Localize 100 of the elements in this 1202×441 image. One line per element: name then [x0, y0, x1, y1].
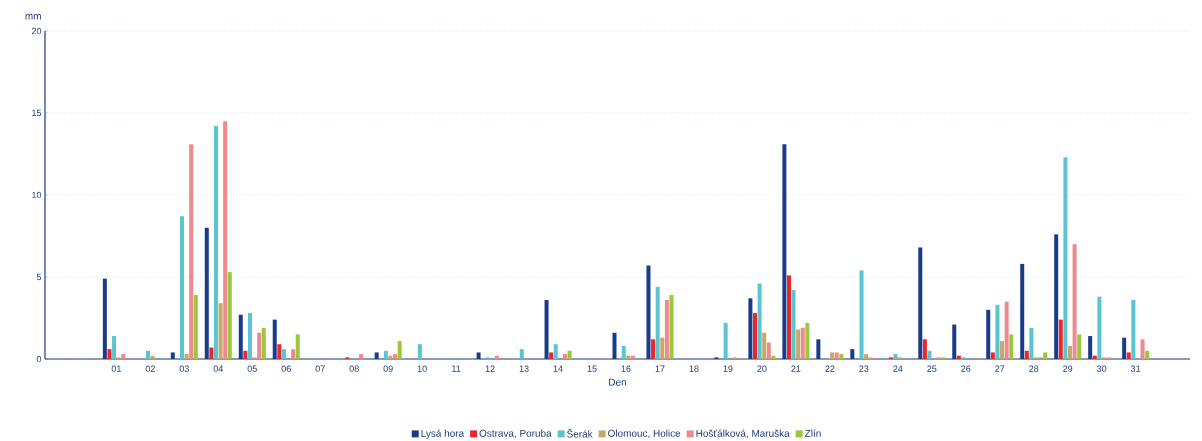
bar	[150, 355, 155, 359]
bar	[553, 344, 558, 359]
bar	[1092, 355, 1097, 359]
x-tick-label: 01	[111, 365, 121, 372]
bar	[922, 339, 927, 359]
bar	[800, 327, 805, 359]
x-tick-label: 27	[995, 365, 1005, 372]
bar	[660, 337, 665, 359]
bar	[544, 299, 549, 359]
bar	[859, 270, 864, 359]
bar	[816, 339, 821, 359]
bar	[1054, 234, 1059, 359]
bar	[519, 349, 524, 359]
y-tick-label: 0	[36, 355, 42, 363]
bar	[796, 329, 801, 359]
bar	[243, 350, 248, 359]
bar	[995, 304, 1000, 359]
x-tick-label: 03	[179, 365, 189, 372]
x-tick-label: 26	[961, 365, 971, 372]
bar	[927, 350, 932, 359]
bar	[170, 352, 175, 359]
bar	[218, 303, 223, 359]
bar	[1077, 334, 1082, 359]
x-tick-label: 15	[587, 365, 597, 372]
x-tick-label: 13	[519, 365, 529, 372]
bar	[223, 121, 228, 359]
bar	[782, 144, 787, 359]
bar	[1029, 327, 1034, 359]
bar	[209, 347, 214, 359]
bar	[383, 350, 388, 359]
bar	[918, 247, 923, 359]
bar	[567, 350, 572, 359]
bar	[238, 314, 243, 359]
x-tick-label: 18	[689, 365, 699, 372]
bar	[893, 354, 898, 359]
bar	[189, 144, 194, 359]
x-tick-label: 30	[1097, 365, 1107, 372]
bar	[247, 313, 252, 359]
bar	[1024, 350, 1029, 359]
y-axis-title: mm	[25, 14, 41, 20]
bar	[664, 299, 669, 359]
bar	[1067, 345, 1072, 359]
x-tick-label: 29	[1063, 365, 1073, 372]
bar	[193, 295, 198, 359]
bar	[621, 345, 626, 359]
bar	[952, 324, 957, 359]
bar	[291, 349, 296, 359]
bar	[112, 336, 117, 359]
bar	[180, 216, 184, 359]
bar	[204, 227, 209, 359]
bar	[1072, 244, 1077, 359]
bar	[1097, 296, 1102, 359]
legend-label: Olomouc, Holice	[608, 429, 681, 439]
bar	[655, 286, 660, 359]
x-tick-label: 25	[927, 365, 937, 372]
bar	[1043, 352, 1048, 359]
bar	[786, 275, 791, 359]
x-tick-label: 16	[621, 365, 631, 372]
bar	[227, 272, 232, 359]
x-tick-label: 06	[281, 365, 291, 372]
bar	[374, 352, 379, 359]
bar	[986, 309, 991, 359]
bar	[1131, 299, 1136, 359]
bar	[1009, 334, 1014, 359]
y-tick-label: 10	[32, 191, 42, 199]
x-tick-label: 05	[247, 365, 257, 372]
bar	[549, 352, 554, 359]
bar	[562, 354, 567, 359]
x-tick-label: 22	[825, 365, 835, 372]
bar	[359, 354, 364, 359]
bar	[805, 322, 810, 359]
x-axis-title: Den	[609, 378, 626, 386]
bar	[630, 355, 635, 359]
bar	[612, 332, 617, 359]
x-tick-label: 31	[1131, 365, 1141, 372]
x-tick-label: 08	[349, 365, 359, 372]
legend-label: Zlín	[804, 429, 821, 437]
bar	[646, 265, 651, 359]
bar	[1140, 339, 1145, 359]
bar	[1004, 301, 1009, 359]
y-tick-label: 20	[31, 27, 42, 35]
bar	[830, 352, 835, 359]
bar	[1020, 263, 1025, 359]
bar	[388, 355, 393, 359]
bar	[417, 344, 422, 359]
x-tick-label: 19	[723, 365, 733, 372]
bar	[748, 298, 753, 359]
legend-label: Hošťálková, Maruška	[696, 429, 790, 439]
x-tick-label: 23	[859, 365, 869, 372]
x-tick-label: 07	[315, 365, 325, 372]
bar	[990, 352, 995, 359]
bar	[107, 349, 112, 359]
bar	[834, 352, 839, 359]
bar	[272, 319, 277, 359]
bar	[839, 354, 844, 359]
bar	[1145, 350, 1150, 359]
legend-label: Šerák	[567, 428, 593, 438]
bar	[146, 350, 151, 359]
bar	[669, 295, 674, 359]
legend-label: Lysá hora	[421, 429, 465, 439]
